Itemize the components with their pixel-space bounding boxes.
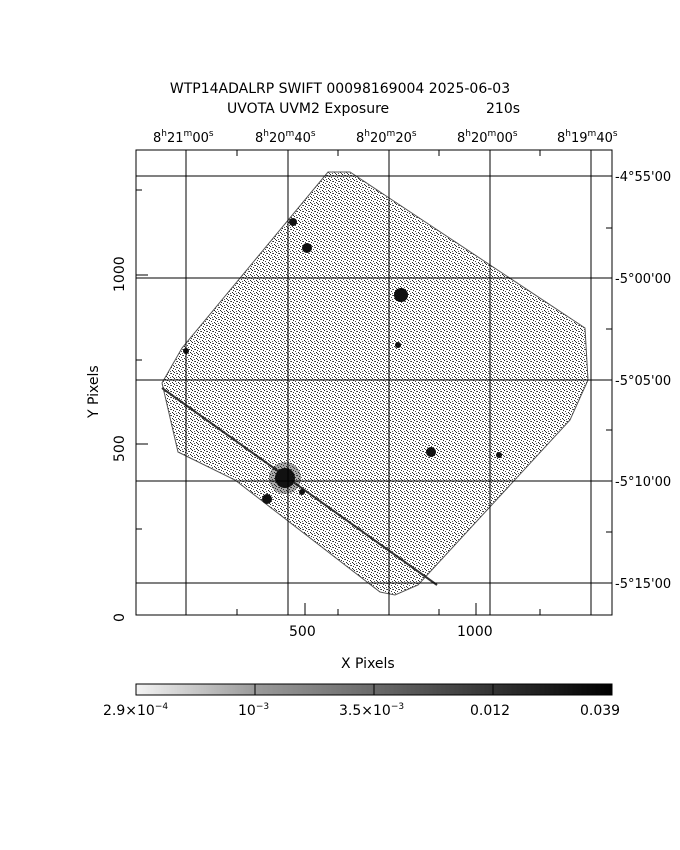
colorbar-label: 3.5×10−3 — [339, 702, 405, 720]
source — [299, 489, 305, 495]
y-axis-label: Y Pixels — [86, 365, 102, 418]
colorbar-ticks — [254, 684, 494, 695]
ra-tick-label: 8h20m40s — [255, 129, 316, 147]
source — [395, 342, 401, 348]
dec-tick-label: -5°10'00 — [615, 475, 672, 490]
dec-tick-label: -5°05'00 — [615, 374, 672, 389]
x-tick-label: 500 — [289, 624, 316, 640]
colorbar-label: 0.039 — [580, 703, 621, 719]
exposure-time: 210s — [486, 101, 521, 117]
ra-grid — [185, 150, 592, 615]
bright-source — [275, 468, 295, 488]
source — [302, 243, 312, 253]
figure-subtitle: UVOTA UVM2 Exposure — [227, 101, 390, 117]
ra-tick-label: 8h21m00s — [153, 129, 214, 147]
bright-sources — [183, 218, 502, 504]
plot-frame — [135, 149, 613, 616]
x-tick-label: 1000 — [457, 624, 493, 640]
ra-tick-label: 8h20m00s — [457, 129, 518, 147]
dec-grid — [136, 175, 612, 584]
ra-tick-label: 8h19m40s — [557, 129, 618, 147]
source — [289, 218, 297, 226]
dec-tick-label: -4°55'00 — [615, 170, 672, 185]
source — [394, 288, 408, 302]
colorbar-label: 10−3 — [238, 702, 270, 720]
ra-tick-label: 8h20m20s — [356, 129, 417, 147]
y-tick-label: 500 — [112, 435, 128, 462]
y-tick-label: 0 — [112, 613, 128, 622]
colorbar-label: 2.9×10−4 — [103, 702, 169, 720]
figure-title: WTP14ADALRP SWIFT 00098169004 2025-06-03 — [169, 81, 511, 97]
dec-tick-label: -5°00'00 — [615, 272, 672, 287]
y-tick-label: 1000 — [112, 256, 128, 292]
source — [496, 452, 502, 458]
axis-ticks — [136, 150, 612, 615]
source — [426, 447, 436, 457]
readout-streak — [161, 387, 438, 586]
source — [262, 494, 272, 504]
detector-footprint — [161, 171, 589, 596]
colorbar-label: 0.012 — [470, 703, 511, 719]
dec-tick-label: -5°15'00 — [615, 577, 672, 592]
x-axis-label: X Pixels — [341, 656, 395, 672]
